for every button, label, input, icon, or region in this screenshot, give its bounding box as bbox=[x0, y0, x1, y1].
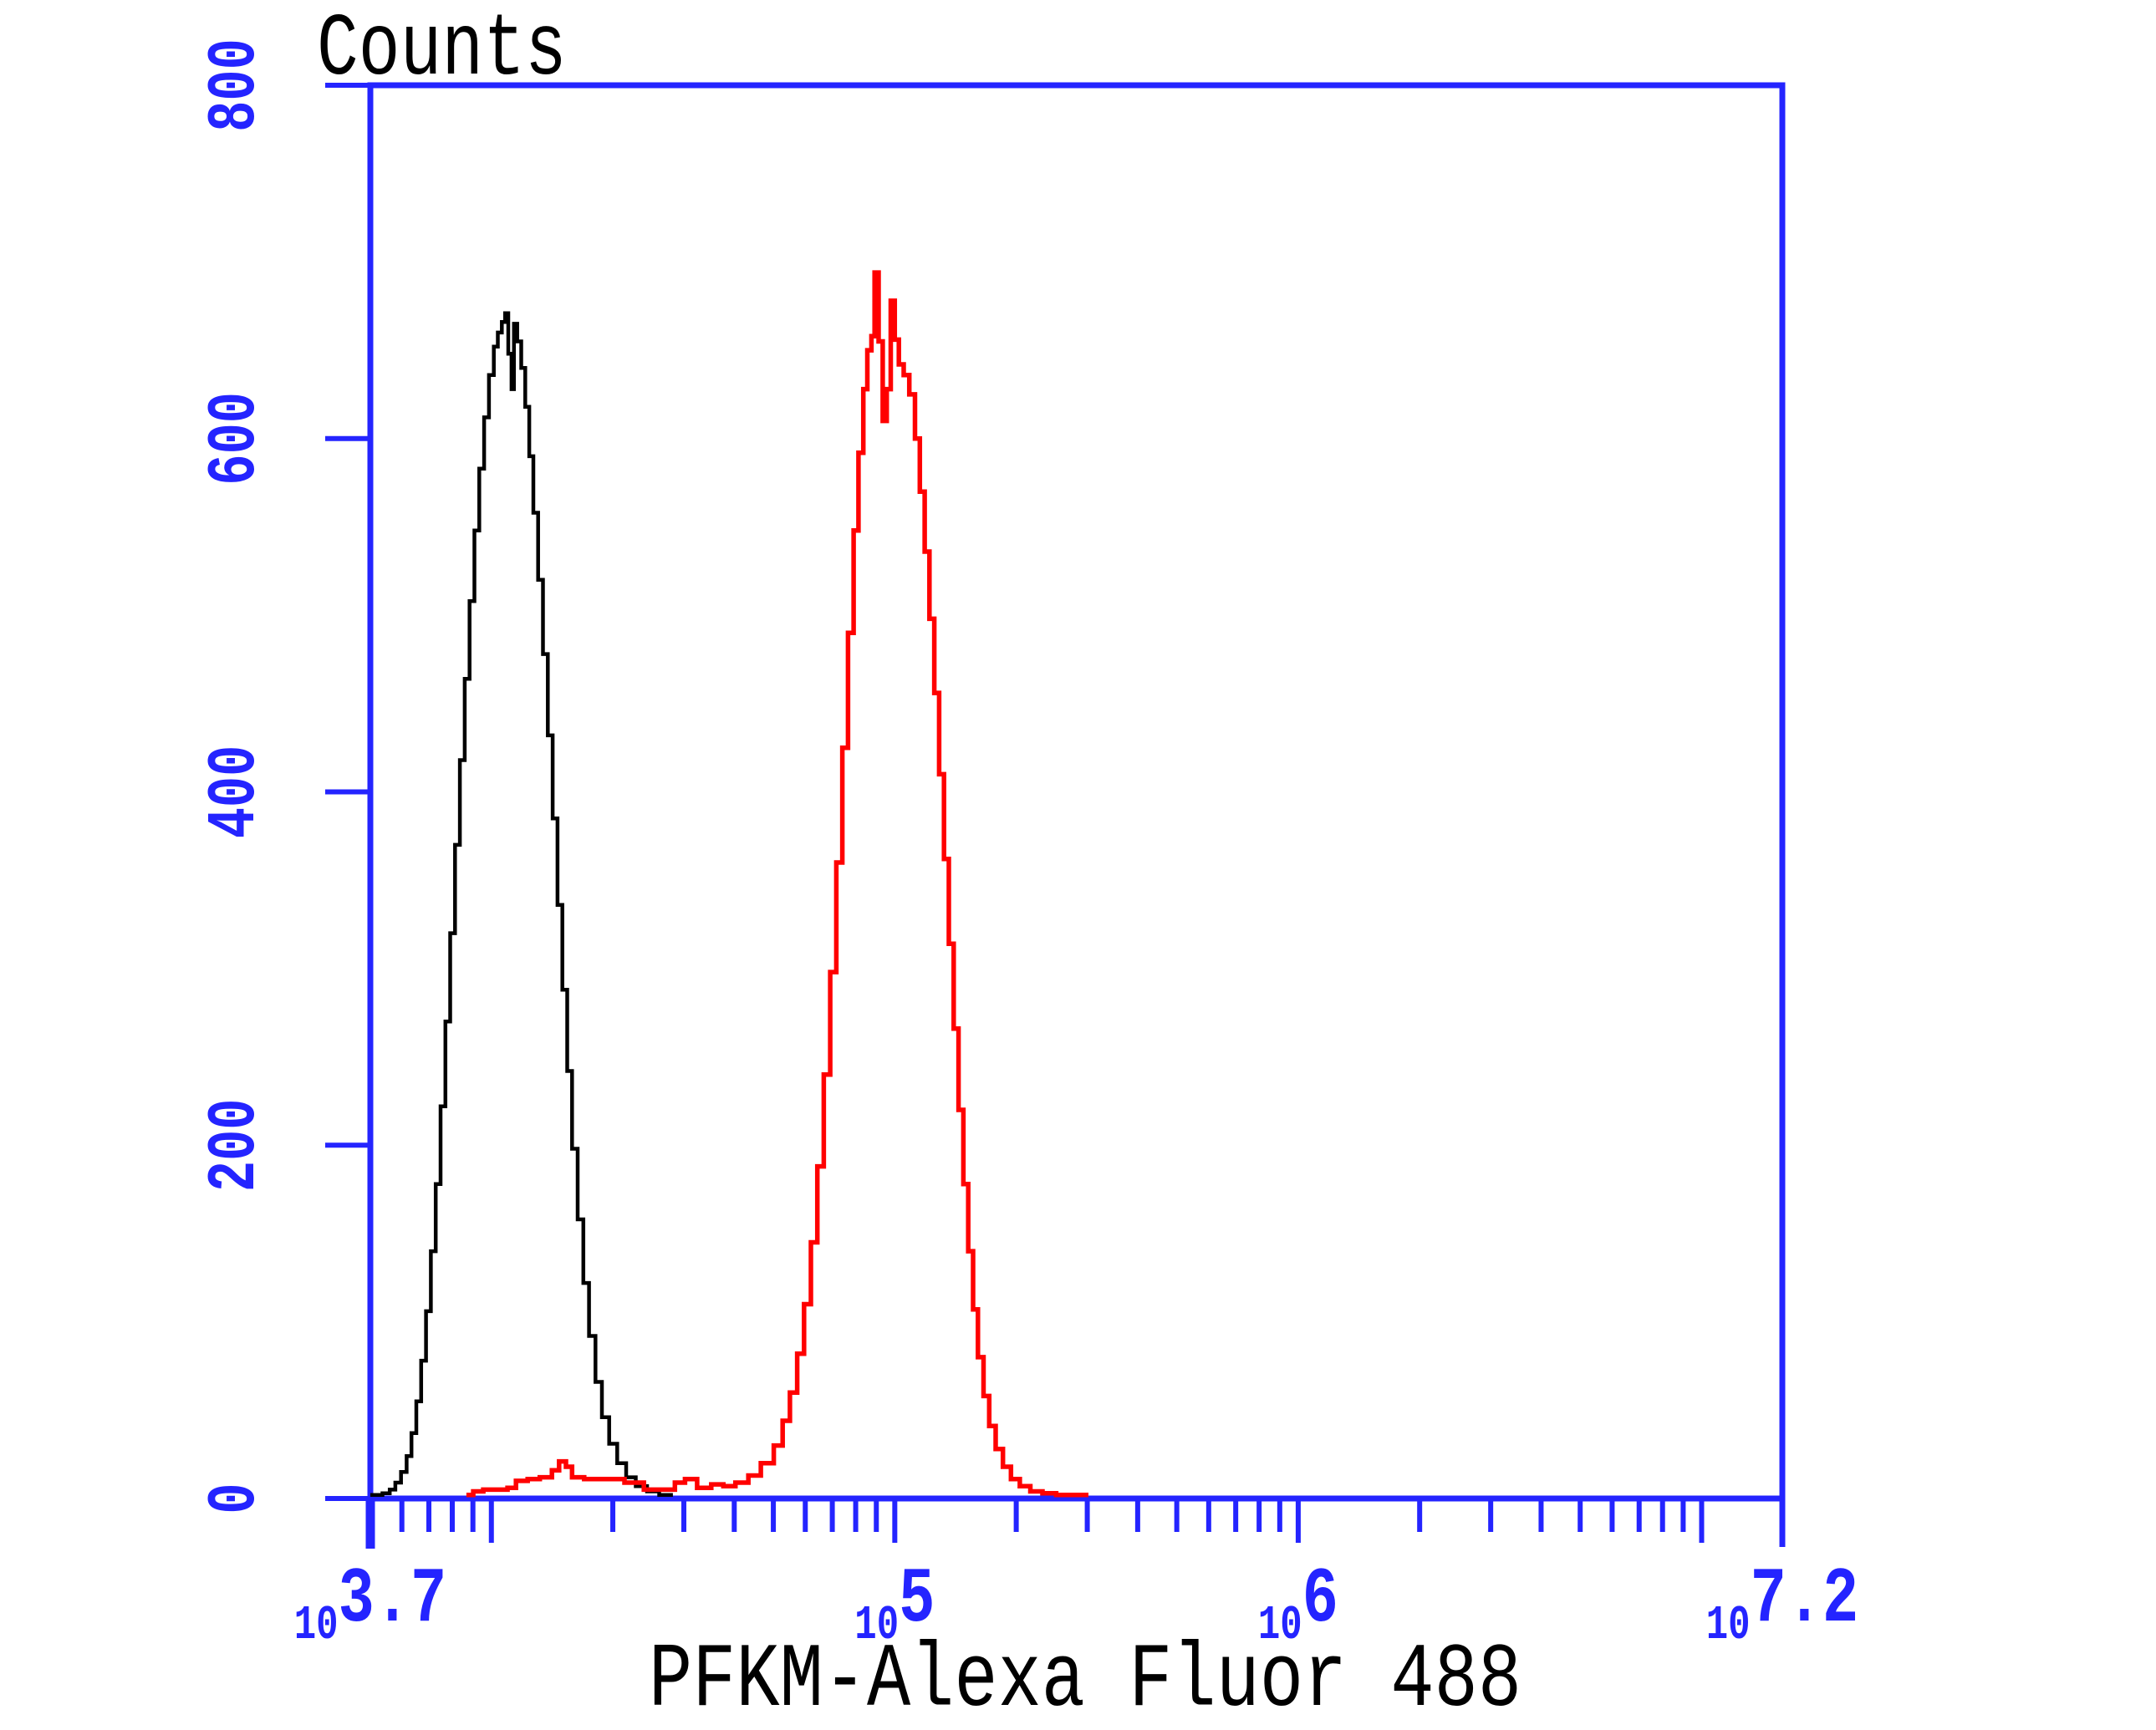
x-axis-title: PFKM-Alexa Fluor 488 bbox=[649, 1629, 1521, 1730]
y-tick-label: 600 bbox=[196, 392, 273, 486]
y-tick-label: 200 bbox=[196, 1098, 273, 1192]
y-tick-label: 0 bbox=[196, 1483, 273, 1514]
curves-layer bbox=[370, 270, 1088, 1498]
stained-curve-red bbox=[466, 270, 1088, 1498]
axes-layer: 0 200 400 600 800 103.7 105 106 107.2 bbox=[196, 38, 1858, 1653]
x-tick-label: 106 bbox=[1258, 1556, 1338, 1653]
x-tick-label: 103.7 bbox=[294, 1556, 446, 1653]
y-tick-label: 400 bbox=[196, 745, 273, 839]
x-tick-label: 107.2 bbox=[1706, 1556, 1858, 1653]
control-curve-black bbox=[370, 311, 673, 1498]
y-tick-label: 800 bbox=[196, 38, 273, 132]
plot-border bbox=[367, 82, 1786, 1502]
x-tick-label: 105 bbox=[854, 1556, 935, 1653]
